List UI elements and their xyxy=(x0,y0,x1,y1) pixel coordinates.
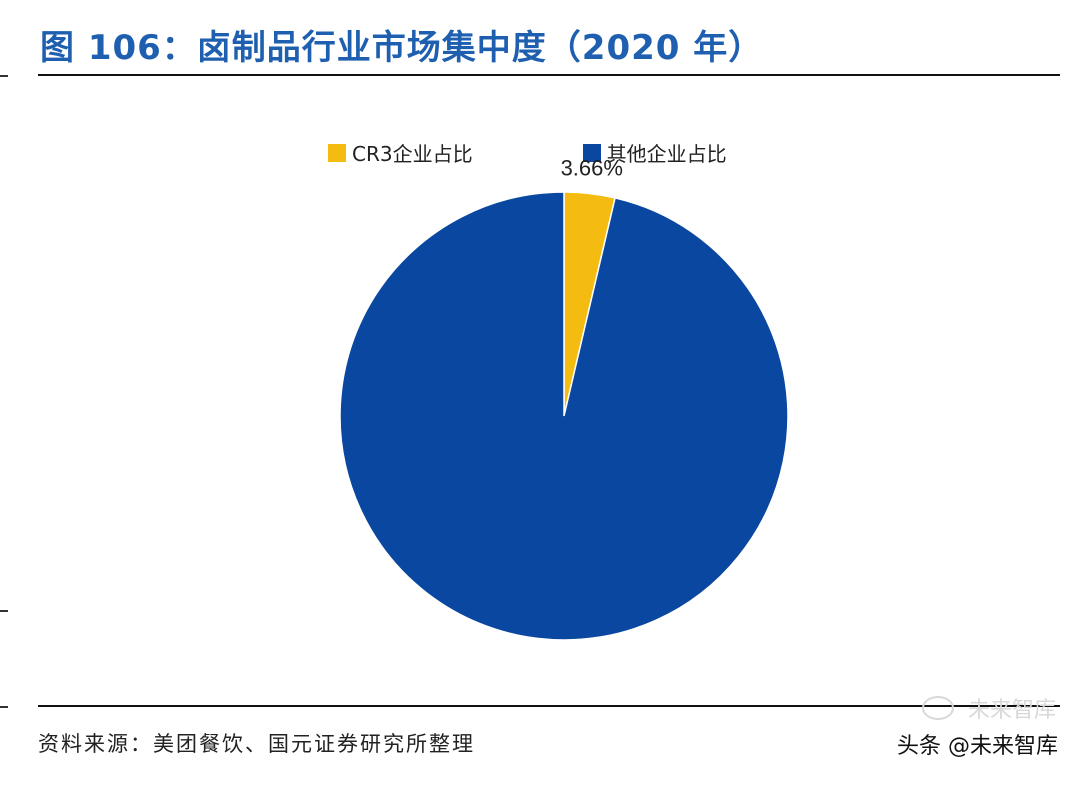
pie-slice-other xyxy=(339,191,789,641)
edge-tick xyxy=(0,75,8,77)
edge-tick xyxy=(0,610,8,612)
footer-divider xyxy=(38,705,1060,707)
pie-chart: 3.66% xyxy=(339,156,789,641)
legend-item-cr3: CR3企业占比 xyxy=(328,138,473,167)
title-divider xyxy=(38,74,1060,76)
watermark: 头条 @未来智库 xyxy=(897,734,1058,759)
data-label-cr3: 3.66% xyxy=(561,156,623,181)
chart-legend: CR3企业占比 其他企业占比 xyxy=(328,138,727,167)
legend-label-other: 其他企业占比 xyxy=(606,142,727,166)
page-title: 图 106：卤制品行业市场集中度（2020 年） xyxy=(40,28,764,68)
watermark-faint: 未来智库 xyxy=(967,698,1056,723)
legend-item-other: 其他企业占比 xyxy=(582,138,727,167)
legend-swatch-cr3 xyxy=(328,143,346,162)
source-note: 资料来源：美团餐饮、国元证券研究所整理 xyxy=(38,732,475,756)
legend-label-cr3: CR3企业占比 xyxy=(352,142,473,166)
wechat-icon xyxy=(922,696,954,720)
edge-tick xyxy=(0,706,8,708)
legend-swatch-other xyxy=(582,143,601,162)
chart-area: CR3企业占比 其他企业占比 3.66% xyxy=(38,80,1060,700)
